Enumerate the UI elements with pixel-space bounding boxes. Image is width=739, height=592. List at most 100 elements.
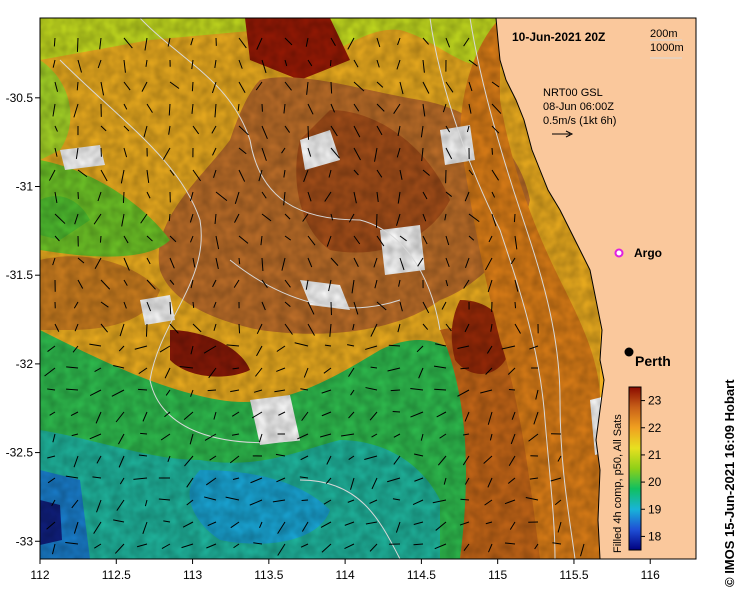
current-arrow (238, 257, 241, 265)
current-arrow (75, 147, 79, 159)
current-arrow (422, 301, 430, 314)
current-arrow (89, 389, 102, 396)
current-arrow (284, 279, 291, 288)
current-arrow (350, 477, 355, 490)
current-arrow (76, 37, 79, 52)
current-arrow (439, 433, 447, 439)
current-arrow (393, 455, 401, 465)
current-arrow (422, 235, 428, 245)
current-arrow (392, 410, 401, 413)
current-arrow (529, 477, 539, 480)
current-arrow (445, 147, 453, 160)
current-arrow (353, 191, 357, 204)
current-arrow (123, 235, 129, 244)
current-arrow (118, 345, 125, 352)
current-arrow (398, 279, 401, 287)
current-arrow (507, 367, 516, 375)
current-arrow (258, 433, 263, 443)
current-arrow (369, 499, 378, 504)
current-arrow (238, 235, 249, 244)
current-arrow (278, 411, 286, 416)
current-arrow (238, 81, 246, 93)
current-arrow (395, 521, 401, 533)
current-arrow (93, 213, 102, 225)
y-tick-label: -30.5 (6, 91, 34, 105)
current-arrow (96, 499, 102, 513)
current-arrow (307, 323, 315, 336)
current-arrow (508, 455, 516, 466)
current-arrow (169, 235, 177, 243)
current-arrow (464, 257, 470, 269)
current-arrow (396, 59, 401, 70)
current-arrow (348, 213, 355, 223)
current-arrow (54, 235, 60, 242)
current-arrow (71, 433, 79, 437)
current-arrow (344, 543, 355, 550)
map-plot-area (40, 18, 696, 559)
current-arrow (330, 147, 340, 159)
current-arrow (77, 279, 84, 289)
current-arrow (392, 498, 401, 501)
current-arrow (92, 476, 102, 479)
current-arrow (376, 37, 381, 48)
current-arrow (283, 191, 286, 206)
x-tick-label: 115 (488, 568, 507, 582)
current-arrow (168, 125, 171, 135)
current-arrow (468, 169, 474, 176)
current-arrow (162, 147, 171, 160)
current-arrow (284, 323, 293, 335)
current-arrow (491, 191, 496, 198)
current-arrow (100, 125, 107, 132)
current-arrow (303, 169, 309, 182)
current-arrow (483, 455, 493, 464)
current-arrow (143, 125, 148, 138)
current-arrow (238, 125, 249, 136)
current-arrow (66, 366, 79, 369)
current-arrow (256, 37, 263, 50)
current-arrow (233, 543, 240, 549)
current-arrow (100, 301, 109, 308)
current-arrow (300, 388, 309, 391)
current-arrow (300, 543, 309, 548)
y-tick-label: -31.5 (6, 268, 34, 282)
current-arrow (238, 147, 247, 155)
current-arrow (353, 301, 359, 315)
current-arrow (71, 499, 79, 509)
current-arrow (420, 125, 424, 138)
current-arrow (186, 499, 194, 506)
current-arrow (351, 279, 355, 294)
current-arrow (445, 81, 454, 93)
current-arrow (215, 235, 220, 250)
current-arrow (191, 81, 194, 92)
current-arrow (76, 81, 79, 91)
current-arrow (307, 59, 313, 67)
current-arrow (100, 323, 109, 333)
current-arrow (535, 389, 539, 400)
current-arrow (307, 191, 312, 202)
current-arrow (141, 81, 148, 92)
current-arrow (261, 191, 267, 199)
current-arrow (138, 367, 148, 375)
current-arrow (123, 103, 128, 110)
current-arrow (399, 81, 404, 95)
x-tick-label: 113 (183, 568, 202, 582)
current-arrow (100, 81, 105, 96)
current-arrow (510, 433, 516, 445)
current-arrow (347, 344, 355, 347)
current-arrow (434, 388, 447, 391)
current-arrow (437, 455, 447, 466)
current-arrow (321, 543, 332, 553)
current-arrow (491, 81, 500, 88)
current-arrow (488, 235, 493, 243)
current-arrow (211, 81, 217, 94)
current-arrow (365, 387, 378, 391)
current-arrow (253, 389, 263, 393)
current-arrow (47, 345, 56, 352)
current-arrow (462, 433, 470, 436)
current-arrow (119, 323, 125, 337)
current-arrow (410, 411, 424, 418)
current-arrow (272, 499, 286, 503)
current-arrow (302, 213, 309, 222)
current-arrow (261, 213, 272, 222)
